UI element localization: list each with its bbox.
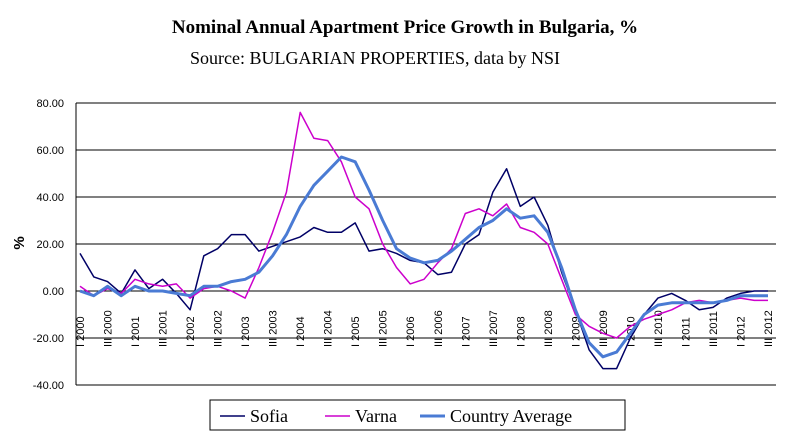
x-tick-label: I 2004: [295, 316, 307, 347]
series-line: [79, 155, 768, 359]
x-tick-label: III 2006: [433, 310, 445, 347]
x-tick-label: III 2009: [598, 310, 610, 347]
x-tick-label: III 2008: [543, 310, 555, 347]
x-tick-label: III 2012: [763, 310, 775, 347]
y-tick-label: 0.00: [43, 286, 64, 298]
x-tick-label: III 2002: [213, 310, 225, 347]
x-tick-label: I 2003: [240, 316, 252, 347]
y-tick-label: 20.00: [36, 239, 64, 251]
y-tick-label: 80.00: [36, 98, 64, 110]
x-tick-label: I 2008: [515, 316, 527, 347]
legend-label: Country Average: [450, 406, 572, 426]
x-tick-label: I 2007: [460, 316, 472, 347]
x-tick-label: III 2010: [653, 310, 665, 347]
series-line: [79, 111, 768, 339]
legend-box: [209, 399, 626, 431]
chart-title: Nominal Annual Apartment Price Growth in…: [172, 17, 638, 38]
x-tick-label: I 2011: [680, 317, 692, 347]
legend-label: Varna: [355, 406, 397, 426]
y-tick-label: 60.00: [36, 145, 64, 157]
x-tick-label: I 2000: [75, 316, 87, 347]
x-tick-label: III 2011: [708, 311, 720, 347]
y-tick-label: 40.00: [36, 192, 64, 204]
x-tick-label: III 2001: [158, 310, 170, 347]
legend-label: Sofia: [250, 406, 288, 426]
y-tick-label: -20.00: [33, 333, 64, 345]
x-tick-label: III 2005: [378, 310, 390, 347]
x-tick-label: I 2001: [130, 316, 142, 347]
chart-subtitle: Source: BULGARIAN PROPERTIES, data by NS…: [190, 48, 560, 68]
x-tick-label: I 2002: [185, 316, 197, 347]
x-tick-label: III 2000: [103, 310, 115, 347]
x-tick-label: I 2006: [405, 316, 417, 347]
x-tick-label: III 2003: [268, 310, 280, 347]
y-axis-label: %: [11, 236, 28, 249]
x-tick-label: III 2007: [488, 310, 500, 347]
x-tick-label: I 2012: [735, 316, 747, 347]
x-tick-label: III 2004: [323, 310, 335, 347]
x-tick-label: I 2009: [570, 316, 582, 347]
y-tick-label: -40.00: [33, 380, 64, 392]
x-tick-label: I 2005: [350, 316, 362, 347]
